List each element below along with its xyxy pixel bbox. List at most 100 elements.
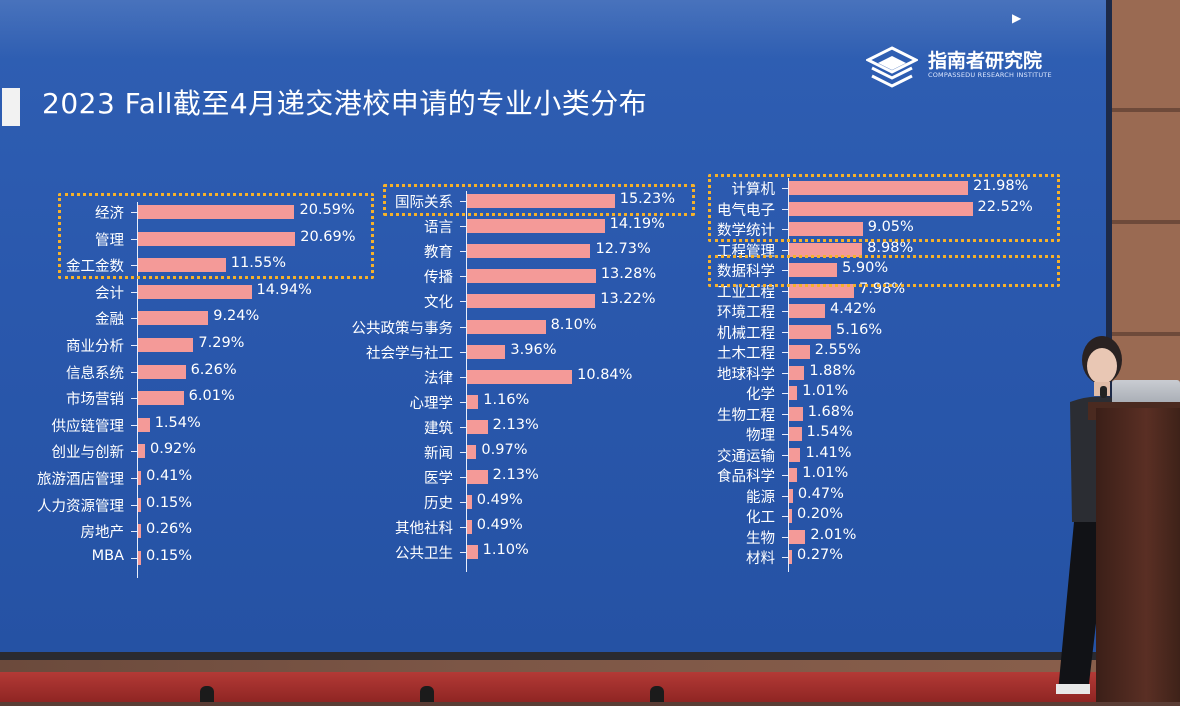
axis-tick	[131, 265, 137, 267]
bar	[138, 338, 194, 352]
bar	[789, 222, 863, 236]
data-label: 15.23%	[619, 191, 676, 207]
category-label: 金融	[95, 312, 124, 329]
highlight-box	[708, 174, 1060, 242]
data-label: 5.16%	[836, 321, 883, 338]
category-label: 教育	[424, 245, 453, 262]
data-label: 0.41%	[146, 468, 193, 484]
category-label: 商业分析	[66, 339, 124, 355]
highlight-box	[383, 184, 695, 216]
category-label: 环境工程	[717, 305, 775, 321]
axis-tick	[460, 276, 466, 278]
category-label: 计算机	[731, 182, 776, 198]
bar	[789, 365, 805, 380]
data-label: 1.41%	[805, 444, 852, 461]
bar	[789, 201, 973, 216]
bar	[789, 283, 855, 298]
podium	[1096, 408, 1180, 702]
axis-tick	[131, 504, 137, 506]
bar	[138, 391, 184, 406]
category-label: 法律	[424, 370, 453, 387]
category-label: 机械工程	[717, 325, 775, 342]
bar	[467, 520, 472, 535]
axis-tick	[460, 502, 466, 504]
category-label: 食品科学	[717, 469, 775, 485]
category-label: 数据科学	[717, 264, 775, 280]
projection-screen: 2023 Fall截至4月递交港校申请的专业小类分布 ▶ 指南者研究院 COMP…	[0, 0, 1112, 660]
axis-tick	[782, 536, 788, 538]
axis-tick	[131, 238, 137, 240]
stage-floor	[0, 672, 1180, 702]
axis-tick	[460, 301, 466, 303]
axis-tick	[782, 454, 788, 456]
bar	[467, 445, 477, 459]
chair	[650, 686, 664, 702]
data-label: 1.01%	[802, 383, 849, 399]
category-label: 人力资源管理	[37, 498, 124, 515]
data-label: 0.92%	[149, 441, 197, 458]
bar	[789, 304, 826, 318]
data-label: 0.15%	[146, 494, 193, 511]
data-label: 11.55%	[230, 255, 287, 272]
axis-tick	[460, 452, 466, 453]
category-label: 公共卫生	[395, 546, 453, 563]
data-label: 8.10%	[550, 316, 597, 333]
data-label: 0.26%	[146, 521, 193, 538]
category-label: 旅游酒店管理	[37, 472, 124, 488]
data-label: 4.42%	[830, 301, 877, 317]
data-label: 9.05%	[867, 219, 914, 235]
category-label: 创业与创新	[51, 445, 125, 462]
axis-tick	[782, 516, 788, 517]
axis-tick	[782, 290, 788, 292]
category-label: 国际关系	[395, 195, 453, 211]
axis-tick	[782, 331, 788, 333]
axis-tick	[460, 477, 466, 479]
data-label: 21.98%	[973, 178, 1029, 194]
category-label: 医学	[424, 471, 453, 488]
data-label: 0.49%	[476, 492, 523, 509]
category-label: 供应链管理	[51, 418, 125, 435]
data-label: 20.59%	[299, 202, 355, 218]
bar	[789, 263, 838, 277]
bar	[789, 447, 801, 462]
screen-glow	[0, 0, 1106, 60]
axis-tick	[782, 495, 788, 497]
category-label: 信息系统	[66, 365, 124, 382]
axis-tick	[460, 552, 466, 554]
bar	[467, 319, 546, 334]
bar	[138, 497, 141, 512]
data-label: 1.16%	[483, 391, 530, 408]
axis-tick	[782, 188, 788, 189]
category-label: 电气电子	[717, 202, 775, 219]
axis-tick	[782, 208, 788, 210]
microphone-icon	[1100, 386, 1107, 398]
category-label: 化工	[746, 510, 775, 526]
data-label: 2.55%	[814, 342, 861, 358]
bar	[467, 470, 488, 485]
data-label: 0.15%	[146, 547, 193, 564]
axis-tick	[131, 318, 137, 320]
data-label: 7.29%	[198, 335, 245, 351]
category-label: 金工金数	[66, 259, 124, 276]
category-label: 市场营销	[66, 392, 124, 409]
chart-axis	[137, 202, 138, 579]
category-label: 房地产	[80, 525, 125, 542]
data-label: 2.13%	[492, 416, 539, 433]
bar	[138, 284, 252, 299]
axis-tick	[131, 478, 137, 479]
axis-tick	[782, 413, 788, 415]
axis-tick	[131, 398, 137, 400]
axis-tick	[460, 426, 466, 428]
bar	[789, 386, 798, 400]
logo-name-en: COMPASSEDU RESEARCH INSTITUTE	[928, 71, 1052, 79]
axis-tick	[782, 249, 788, 251]
axis-tick	[782, 393, 788, 394]
axis-tick	[782, 270, 788, 271]
category-label: 社会学与社工	[366, 345, 453, 362]
axis-tick	[782, 434, 788, 435]
axis-tick	[131, 345, 137, 346]
axis-tick	[131, 557, 137, 559]
category-label: 历史	[424, 496, 453, 513]
data-label: 6.26%	[190, 361, 237, 378]
category-label: 数学统计	[717, 223, 775, 239]
